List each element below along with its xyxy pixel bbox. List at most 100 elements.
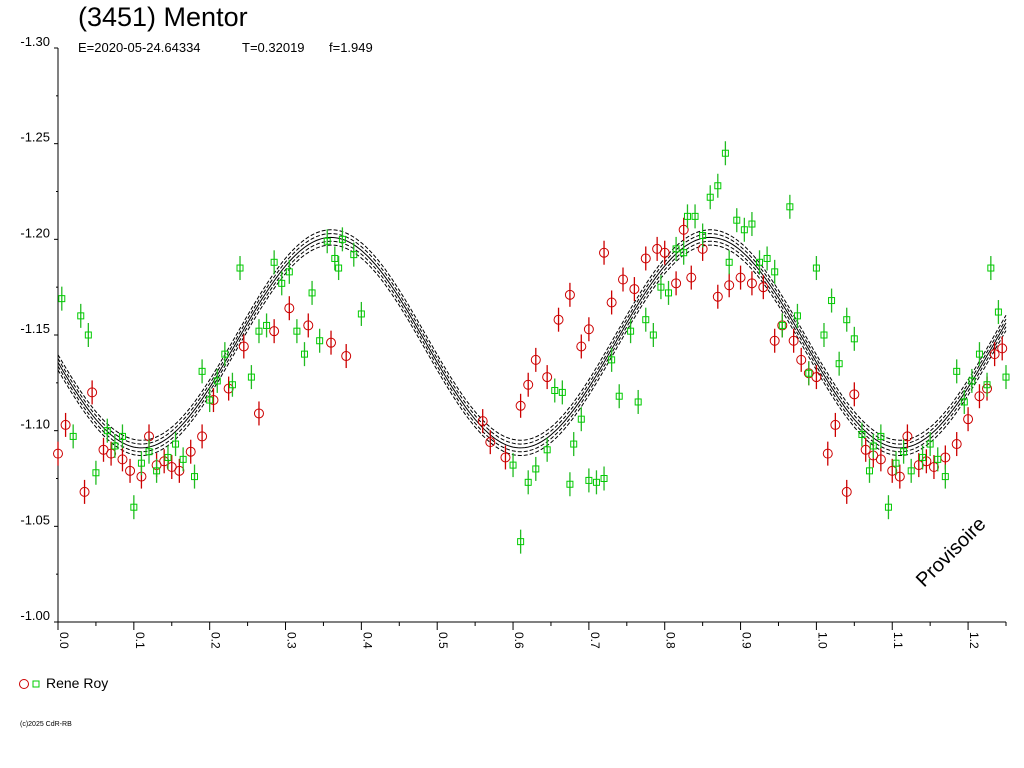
data-point-square (137, 459, 145, 467)
data-point-circle (606, 297, 617, 308)
data-point-circle (284, 303, 295, 314)
data-point-square (84, 331, 92, 339)
data-point-square (672, 245, 680, 253)
data-point-circle (303, 320, 314, 331)
data-point-square (164, 453, 172, 461)
x-tick-label: 0.8 (664, 632, 678, 649)
data-point-circle (963, 414, 974, 425)
data-point-circle (238, 341, 249, 352)
data-point-square (103, 427, 111, 435)
data-point-square (600, 475, 608, 482)
data-point-circle (523, 379, 534, 390)
data-point-circle (928, 462, 939, 473)
data-point-circle (841, 486, 852, 497)
data-point-square (615, 392, 623, 400)
data-point-square (255, 327, 263, 335)
data-point-square (213, 377, 221, 385)
y-tick-label: -1.05 (20, 512, 50, 527)
data-point-circle (159, 456, 170, 467)
data-point-circle (951, 439, 962, 450)
x-tick-label: 0.3 (285, 632, 299, 649)
data-point-square (884, 503, 892, 511)
data-point-circle (197, 431, 208, 442)
x-tick-label: 0.1 (133, 632, 147, 649)
data-point-square (236, 264, 244, 272)
data-point-circle (860, 444, 871, 455)
data-point-circle (811, 372, 822, 383)
data-point-square (683, 212, 691, 220)
data-point-square (740, 226, 748, 234)
data-point-square (509, 461, 517, 469)
data-point-circle (326, 337, 337, 348)
data-point-circle (515, 400, 526, 411)
data-point-square (118, 432, 126, 440)
x-tick-label: 0.0 (57, 632, 71, 649)
data-point-square (877, 432, 885, 440)
data-point-square (130, 503, 138, 511)
legend-markers (19, 679, 40, 689)
data-point-square (725, 258, 733, 266)
data-point-circle (629, 284, 640, 295)
data-point-circle (553, 314, 564, 325)
data-point-square (270, 258, 278, 266)
data-point-square (934, 455, 942, 463)
axes: -1.30 -1.25 -1.20 -1.15 -1.10 -1.05 -1.00 0.0 0.… (20, 34, 1007, 649)
data-point-square (960, 398, 968, 406)
data-point-circle (583, 324, 594, 335)
data-point-square (247, 373, 255, 381)
data-point-square (828, 297, 836, 305)
data-point-square (608, 356, 616, 364)
data-point-square (191, 473, 199, 481)
data-point-square (58, 295, 66, 303)
data-point-circle (576, 341, 587, 352)
data-point-square (665, 289, 673, 297)
data-point-circle (686, 272, 697, 283)
data-point-square (278, 279, 286, 287)
data-point-square (198, 367, 206, 375)
data-point-circle (724, 280, 735, 291)
data-point-square (543, 446, 551, 454)
data-points (53, 141, 1010, 554)
fit-curve-line (57, 233, 1007, 445)
data-point-circle (477, 416, 488, 427)
data-point-square (778, 321, 786, 329)
data-point-square (907, 467, 915, 475)
data-point-square (179, 455, 187, 463)
legend-square-marker (32, 680, 40, 688)
y-tick-label: -1.20 (20, 225, 50, 240)
data-point-circle (530, 354, 541, 365)
data-point-square (858, 430, 866, 438)
data-point-square (756, 258, 764, 266)
data-point-square (820, 331, 828, 339)
data-point-circle (125, 465, 136, 476)
data-point-square (706, 193, 714, 201)
data-point-square (331, 254, 339, 262)
data-point-square (558, 388, 566, 396)
data-point-square (699, 232, 707, 240)
data-point-circle (174, 465, 185, 476)
data-point-square (941, 473, 949, 481)
data-point-square (69, 432, 77, 440)
data-point-square (221, 350, 229, 358)
data-point-square (323, 237, 331, 245)
data-point-circle (208, 395, 219, 406)
data-point-circle (618, 274, 629, 285)
data-point-circle (60, 419, 71, 430)
data-point-circle (849, 389, 860, 400)
data-point-square (338, 235, 346, 243)
fit-curve-line (57, 229, 1007, 441)
data-point-square (771, 268, 779, 276)
data-point-circle (79, 486, 90, 497)
data-point-square (524, 478, 532, 486)
data-point-circle (746, 278, 757, 289)
x-tick-label: 0.9 (740, 632, 754, 649)
data-point-square (357, 310, 365, 318)
data-point-square (206, 396, 214, 404)
data-point-square (850, 335, 858, 343)
data-point-circle (542, 372, 553, 383)
data-point-square (987, 264, 995, 272)
data-point-circle (87, 387, 98, 398)
fit-curve-line (57, 240, 1007, 453)
x-tick-label: 0.7 (588, 632, 602, 649)
data-point-square (835, 360, 843, 368)
